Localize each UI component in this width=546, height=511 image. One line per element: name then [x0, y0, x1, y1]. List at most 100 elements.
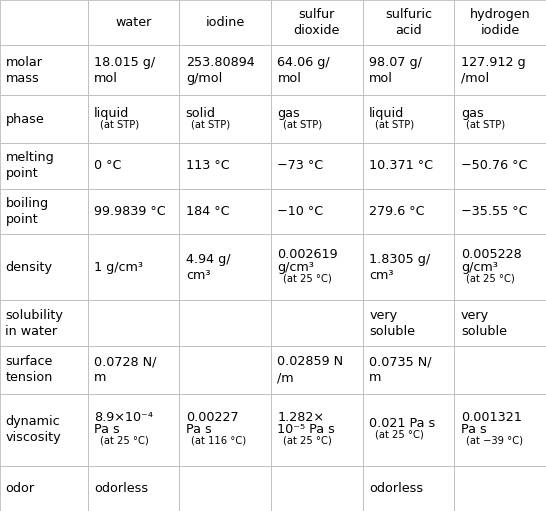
Text: melting
point: melting point	[5, 151, 54, 180]
Bar	[179, 346, 271, 394]
Text: 4.94 g/
cm³: 4.94 g/ cm³	[186, 252, 230, 282]
Text: 0.02859 N
/m: 0.02859 N /m	[277, 355, 343, 384]
Text: (at −39 °C): (at −39 °C)	[466, 436, 523, 446]
Bar	[363, 45, 454, 95]
Bar	[454, 346, 546, 394]
Text: solubility
in water: solubility in water	[5, 309, 63, 338]
Text: (at STP): (at STP)	[191, 119, 230, 129]
Text: 99.9839 °C: 99.9839 °C	[94, 205, 166, 218]
Bar	[363, 95, 454, 143]
Bar	[271, 300, 363, 346]
Text: density: density	[5, 261, 52, 274]
Text: 0.0728 N/
m: 0.0728 N/ m	[94, 355, 157, 384]
Text: 1.8305 g/
cm³: 1.8305 g/ cm³	[369, 252, 430, 282]
Bar	[271, 143, 363, 189]
Bar	[271, 189, 363, 234]
Bar	[363, 466, 454, 511]
Text: 1 g/cm³: 1 g/cm³	[94, 261, 143, 274]
Text: 8.9×10⁻⁴: 8.9×10⁻⁴	[94, 411, 153, 424]
Bar	[454, 234, 546, 300]
Text: molar
mass: molar mass	[5, 56, 43, 85]
Bar	[0, 143, 87, 189]
Text: 113 °C: 113 °C	[186, 159, 229, 172]
Text: 0.00227: 0.00227	[186, 411, 239, 424]
Text: hydrogen
iodide: hydrogen iodide	[470, 8, 531, 37]
Bar	[363, 0, 454, 45]
Text: boiling
point: boiling point	[5, 197, 49, 226]
Bar	[363, 234, 454, 300]
Bar	[454, 95, 546, 143]
Bar	[454, 394, 546, 466]
Bar	[179, 0, 271, 45]
Text: g/cm³: g/cm³	[277, 261, 314, 274]
Bar	[87, 0, 179, 45]
Bar	[454, 300, 546, 346]
Bar	[179, 466, 271, 511]
Bar	[454, 189, 546, 234]
Text: solid: solid	[186, 107, 216, 120]
Bar	[179, 45, 271, 95]
Bar	[454, 45, 546, 95]
Text: 0.005228: 0.005228	[461, 248, 521, 261]
Text: 0.002619: 0.002619	[277, 248, 338, 261]
Bar	[363, 300, 454, 346]
Bar	[271, 45, 363, 95]
Text: (at STP): (at STP)	[375, 119, 414, 129]
Bar	[271, 95, 363, 143]
Bar	[179, 95, 271, 143]
Text: odor: odor	[5, 482, 34, 495]
Text: dynamic
viscosity: dynamic viscosity	[5, 415, 61, 444]
Bar	[87, 143, 179, 189]
Text: water: water	[115, 16, 152, 29]
Text: 0.0735 N/
m: 0.0735 N/ m	[369, 355, 432, 384]
Text: 184 °C: 184 °C	[186, 205, 229, 218]
Text: −73 °C: −73 °C	[277, 159, 324, 172]
Text: −10 °C: −10 °C	[277, 205, 324, 218]
Text: (at STP): (at STP)	[99, 119, 139, 129]
Text: gas: gas	[461, 107, 484, 120]
Text: 127.912 g
/mol: 127.912 g /mol	[461, 56, 525, 85]
Text: (at 25 °C): (at 25 °C)	[283, 273, 331, 283]
Text: (at 25 °C): (at 25 °C)	[375, 430, 423, 439]
Bar	[0, 189, 87, 234]
Text: Pa s: Pa s	[186, 423, 211, 436]
Bar	[271, 234, 363, 300]
Bar	[0, 346, 87, 394]
Bar	[179, 189, 271, 234]
Text: −50.76 °C: −50.76 °C	[461, 159, 527, 172]
Bar	[0, 45, 87, 95]
Bar	[0, 300, 87, 346]
Text: 253.80894
g/mol: 253.80894 g/mol	[186, 56, 254, 85]
Bar	[363, 189, 454, 234]
Text: 1.282×: 1.282×	[277, 411, 324, 424]
Bar	[87, 394, 179, 466]
Bar	[271, 394, 363, 466]
Bar	[87, 45, 179, 95]
Bar	[363, 143, 454, 189]
Bar	[87, 466, 179, 511]
Bar	[0, 0, 87, 45]
Bar	[363, 346, 454, 394]
Text: 10⁻⁵ Pa s: 10⁻⁵ Pa s	[277, 423, 335, 436]
Bar	[179, 394, 271, 466]
Text: g/cm³: g/cm³	[461, 261, 498, 274]
Bar	[179, 300, 271, 346]
Text: gas: gas	[277, 107, 300, 120]
Bar	[271, 466, 363, 511]
Bar	[0, 95, 87, 143]
Bar	[87, 189, 179, 234]
Text: liquid: liquid	[94, 107, 129, 120]
Text: (at STP): (at STP)	[466, 119, 506, 129]
Text: (at 25 °C): (at 25 °C)	[283, 436, 331, 446]
Bar	[363, 394, 454, 466]
Bar	[179, 143, 271, 189]
Text: very
soluble: very soluble	[369, 309, 415, 338]
Text: surface
tension: surface tension	[5, 355, 53, 384]
Text: phase: phase	[5, 113, 44, 126]
Bar	[0, 234, 87, 300]
Bar	[0, 394, 87, 466]
Text: 64.06 g/
mol: 64.06 g/ mol	[277, 56, 330, 85]
Bar	[271, 346, 363, 394]
Bar	[179, 234, 271, 300]
Text: odorless: odorless	[369, 482, 423, 495]
